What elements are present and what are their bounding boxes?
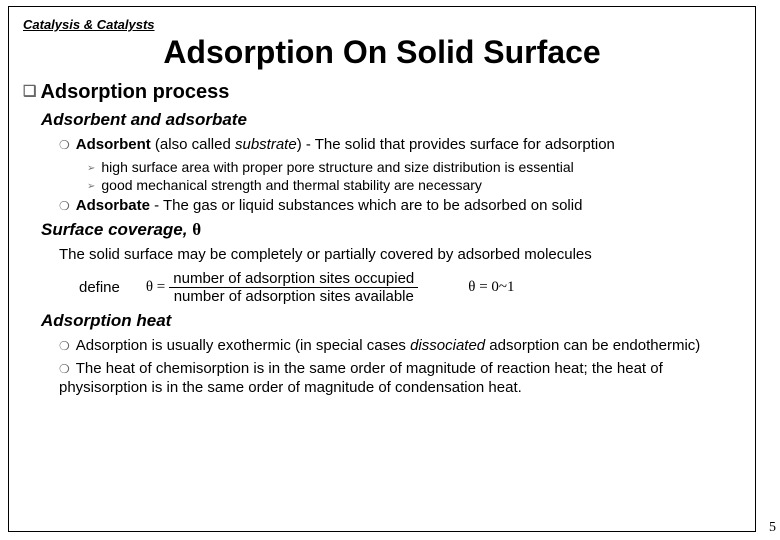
bullet-adsorbent: ❍ Adsorbent (also called substrate) - The… [59, 136, 741, 155]
section-heading: ❑Adsorption process [23, 81, 741, 104]
define-label: define [79, 279, 120, 296]
text: ) - The solid that provides surface for … [297, 136, 615, 153]
surface-coverage-body: The solid surface may be completely or p… [59, 246, 741, 265]
term-substrate: substrate [235, 136, 297, 153]
numerator: number of adsorption sites occupied [169, 270, 418, 288]
section-heading-text: Adsorption process [40, 81, 229, 103]
text: Adsorption is usually exothermic (in spe… [76, 337, 410, 354]
slide-frame: Catalysis & Catalysts Adsorption On Soli… [8, 6, 756, 532]
subsection-adsorption-heat: Adsorption heat [41, 311, 741, 331]
theta-equals: θ = [146, 279, 165, 296]
circle-bullet-icon: ❍ [59, 199, 70, 213]
bullet-adsorbate: ❍ Adsorbate - The gas or liquid substance… [59, 197, 741, 216]
subsection-adsorbent-adsorbate: Adsorbent and adsorbate [41, 110, 741, 130]
subsection-surface-coverage: Surface coverage, θ [41, 220, 741, 240]
circle-bullet-icon: ❍ [59, 362, 70, 376]
slide-header: Catalysis & Catalysts [23, 17, 741, 32]
text: The heat of chemisorption is in the same… [59, 360, 663, 396]
text: good mechanical strength and thermal sta… [101, 177, 482, 193]
text: - The gas or liquid substances which are… [150, 197, 582, 214]
text: Surface coverage, [41, 220, 192, 239]
fraction: number of adsorption sites occupied numb… [169, 270, 418, 305]
term-dissociated: dissociated [410, 337, 485, 354]
sub-bullet-mechanical-strength: ➢ good mechanical strength and thermal st… [87, 177, 741, 195]
circle-bullet-icon: ❍ [59, 339, 70, 353]
text: high surface area with proper pore struc… [101, 159, 573, 175]
slide-title: Adsorption On Solid Surface [23, 34, 741, 71]
bullet-exothermic: ❍ Adsorption is usually exothermic (in sp… [59, 337, 741, 356]
text: adsorption can be endothermic) [485, 337, 700, 354]
term-adsorbate: Adsorbate [76, 197, 150, 214]
formula-row: define θ = number of adsorption sites oc… [79, 270, 741, 305]
denominator: number of adsorption sites available [169, 288, 418, 305]
triangle-bullet-icon: ➢ [87, 163, 95, 174]
page-number: 5 [769, 520, 776, 536]
theta-symbol: θ [192, 220, 201, 239]
term-adsorbent: Adsorbent [76, 136, 151, 153]
theta-range: θ = 0~1 [468, 279, 514, 296]
square-bullet-icon: ❑ [23, 83, 36, 100]
bullet-heat-magnitude: ❍The heat of chemisorption is in the sam… [59, 360, 741, 398]
text: (also called [151, 136, 235, 153]
triangle-bullet-icon: ➢ [87, 181, 95, 192]
sub-bullet-surface-area: ➢ high surface area with proper pore stru… [87, 159, 741, 177]
circle-bullet-icon: ❍ [59, 138, 70, 152]
